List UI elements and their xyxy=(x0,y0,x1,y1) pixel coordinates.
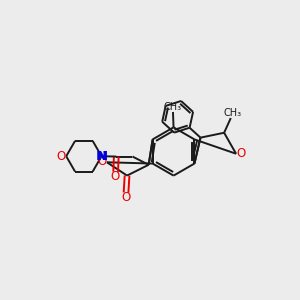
Text: O: O xyxy=(236,147,245,160)
Text: CH₃: CH₃ xyxy=(164,102,182,112)
Text: CH₃: CH₃ xyxy=(224,108,242,118)
Text: O: O xyxy=(121,190,130,203)
Text: O: O xyxy=(97,155,106,168)
Text: O: O xyxy=(110,170,120,183)
Text: N: N xyxy=(96,150,107,163)
Text: N: N xyxy=(96,150,107,163)
Text: O: O xyxy=(56,150,65,163)
